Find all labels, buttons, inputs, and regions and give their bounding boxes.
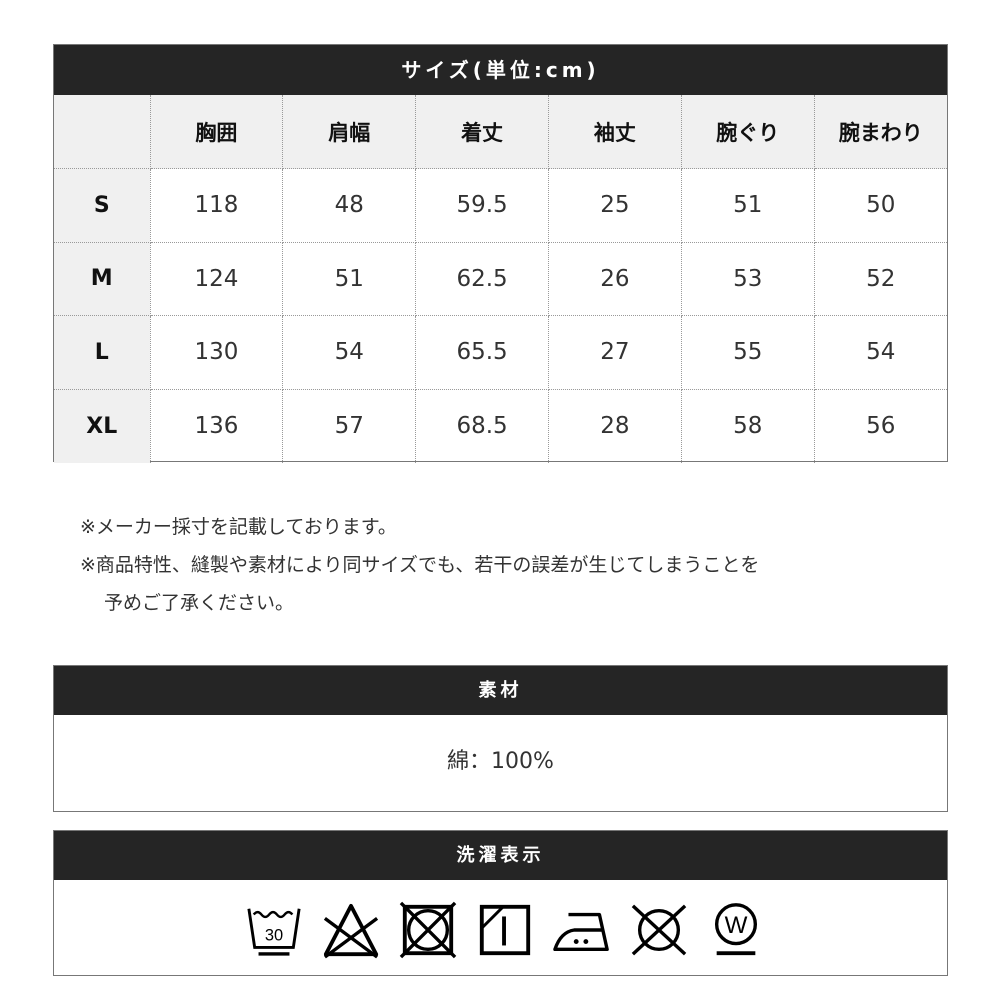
line-dry-shade-icon xyxy=(479,904,530,956)
table-cell: 118 xyxy=(149,168,284,243)
column-header: 胸囲 xyxy=(149,95,284,169)
table-row: M 124 51 62.5 26 53 52 xyxy=(54,241,947,316)
table-cell: 59.5 xyxy=(415,168,549,243)
wet-clean-letter: W xyxy=(724,912,747,939)
table-cell: 28 xyxy=(547,388,682,463)
table-cell: 51 xyxy=(680,168,815,243)
table-cell: 52 xyxy=(813,241,947,316)
note: ※メーカー採寸を記載しております。 xyxy=(80,516,397,538)
note: 予めご了承ください。 xyxy=(104,592,295,614)
column-header: 腕まわり xyxy=(813,95,947,169)
table-cell: 136 xyxy=(149,388,284,463)
column-header: 腕ぐり xyxy=(680,95,815,169)
material-title: 素材 xyxy=(54,666,947,715)
table-cell: 56 xyxy=(813,388,947,463)
material-box: 素材 綿：100% xyxy=(53,665,948,812)
size-table-box: サイズ(単位:cm) 胸囲 肩幅 着丈 袖丈 腕ぐり 腕まわり S 118 48 59.5 25 51… xyxy=(53,44,948,463)
table-cell: 26 xyxy=(547,241,682,316)
table-cell: 58 xyxy=(680,388,815,463)
table-cell: 54 xyxy=(282,315,417,390)
size-table-title: サイズ(単位:cm) xyxy=(54,45,947,95)
table-cell: 50 xyxy=(813,168,947,243)
wash-temp: 30 xyxy=(264,927,282,945)
table-cell: 54 xyxy=(813,315,947,390)
table-row: S 118 48 59.5 25 51 50 xyxy=(54,168,947,243)
column-header: 肩幅 xyxy=(282,95,417,169)
no-bleach-icon xyxy=(323,903,378,959)
table-cell: 57 xyxy=(282,388,417,463)
wash-30-icon: 30 xyxy=(246,908,301,956)
table-cell: 48 xyxy=(282,168,417,243)
iron-medium-icon xyxy=(552,912,609,952)
column-header: 袖丈 xyxy=(547,95,682,169)
table-row: L 130 54 65.5 27 55 54 xyxy=(54,315,947,390)
table-cell: 27 xyxy=(547,315,682,390)
column-header: 着丈 xyxy=(415,95,549,169)
table-cell: 53 xyxy=(680,241,815,316)
care-icons: 30 W xyxy=(54,880,947,976)
table-cell: 55 xyxy=(680,315,815,390)
table-cell: 130 xyxy=(149,315,284,390)
table-cell: 62.5 xyxy=(415,241,549,316)
care-box: 洗濯表示 30 W xyxy=(53,830,948,976)
table-cell: 51 xyxy=(282,241,417,316)
size-label: XL xyxy=(54,388,151,463)
column-header xyxy=(54,95,151,169)
header-row: 胸囲 肩幅 着丈 袖丈 腕ぐり 腕まわり xyxy=(54,95,947,169)
size-label: S xyxy=(54,168,151,243)
size-table: 胸囲 肩幅 着丈 袖丈 腕ぐり 腕まわり S 118 48 59.5 25 51 50 M 124 51 62.… xyxy=(54,95,947,463)
size-label: M xyxy=(54,241,151,316)
table-cell: 25 xyxy=(547,168,682,243)
notes: ※メーカー採寸を記載しております。 ※商品特性、縫製や素材により同サイズでも、若… xyxy=(80,508,759,622)
table-cell: 68.5 xyxy=(415,388,549,463)
care-title: 洗濯表示 xyxy=(54,831,947,880)
size-label: L xyxy=(54,315,151,390)
table-row: XL 136 57 68.5 28 58 56 xyxy=(54,388,947,463)
material-value: 綿：100% xyxy=(447,749,554,774)
no-tumble-dry-icon xyxy=(399,901,456,959)
table-cell: 124 xyxy=(149,241,284,316)
note: ※商品特性、縫製や素材により同サイズでも、若干の誤差が生じてしまうことを xyxy=(80,554,760,576)
table-cell: 65.5 xyxy=(415,315,549,390)
no-dry-clean-icon xyxy=(631,904,686,956)
wet-clean-icon: W xyxy=(714,903,757,956)
